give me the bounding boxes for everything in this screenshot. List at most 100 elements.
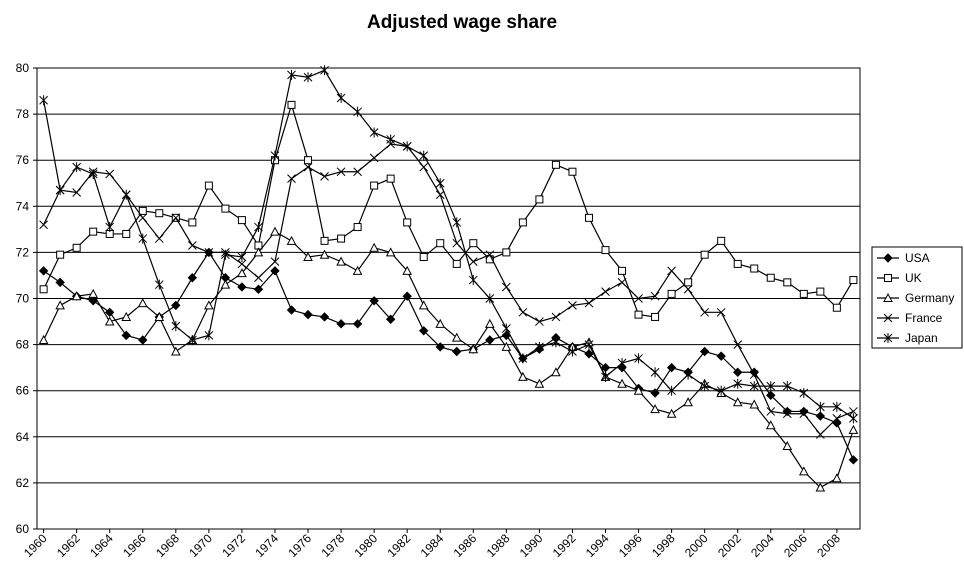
data-point [733, 259, 742, 268]
data-point [452, 259, 461, 268]
x-tick-label: 1984 [418, 531, 447, 560]
data-point [336, 92, 346, 103]
x-tick-label: 1970 [186, 531, 215, 560]
data-point [799, 289, 808, 298]
data-point [221, 249, 230, 260]
data-point [320, 236, 329, 245]
data-point [419, 253, 428, 262]
data-point [171, 321, 181, 332]
data-point [535, 317, 544, 326]
data-point [601, 246, 610, 255]
data-point [337, 234, 346, 243]
data-point [601, 287, 610, 296]
data-point [849, 407, 858, 416]
data-point [385, 247, 396, 257]
data-point [651, 312, 660, 321]
data-point [849, 276, 858, 285]
data-point [815, 411, 826, 421]
data-point [700, 381, 710, 392]
data-point [170, 346, 181, 356]
data-point [121, 189, 131, 200]
x-tick-label: 1992 [550, 531, 579, 560]
data-point [783, 278, 792, 287]
data-point [121, 330, 131, 341]
data-point [319, 249, 330, 259]
x-tick-label: 1978 [318, 531, 347, 560]
data-point [551, 160, 560, 169]
legend-label: UK [905, 271, 922, 285]
data-point [584, 339, 594, 350]
data-point [270, 150, 280, 161]
data-point [287, 100, 296, 109]
data-point [369, 127, 379, 138]
y-tick-label: 78 [16, 107, 30, 121]
data-point [39, 95, 48, 106]
data-point [568, 301, 577, 310]
data-point [105, 222, 115, 233]
y-tick-label: 66 [16, 384, 30, 398]
data-point [716, 307, 726, 317]
y-tick-label: 70 [16, 292, 30, 306]
series-line [43, 102, 854, 318]
data-point [204, 248, 214, 257]
x-tick-label: 1982 [385, 531, 414, 560]
data-point [733, 378, 743, 389]
data-point [370, 181, 379, 190]
data-point [353, 167, 362, 177]
data-point [270, 257, 280, 266]
data-point [237, 252, 247, 263]
data-point [336, 319, 346, 329]
data-point [699, 346, 710, 357]
data-point [816, 287, 825, 296]
data-point [418, 300, 429, 310]
data-point [518, 353, 528, 364]
data-point [419, 326, 429, 336]
data-point [72, 162, 82, 173]
data-point [319, 312, 330, 322]
y-tick-label: 72 [16, 245, 30, 259]
data-point [568, 167, 577, 176]
data-point [617, 358, 627, 369]
x-tick-label: 2008 [814, 531, 843, 560]
data-point [584, 349, 594, 359]
data-point [402, 265, 413, 275]
y-tick-label: 68 [16, 338, 30, 352]
legend-marker [883, 292, 893, 302]
chart-title: Adjusted wage share [367, 12, 557, 33]
data-point [204, 330, 214, 341]
data-point [551, 312, 561, 322]
x-tick-label: 2002 [715, 531, 744, 560]
x-tick-label: 1988 [484, 531, 513, 560]
data-point [700, 250, 709, 259]
data-point [188, 218, 197, 227]
data-point [683, 397, 693, 407]
data-point [650, 367, 660, 378]
data-point [815, 401, 825, 412]
data-point [435, 190, 445, 200]
data-point [749, 381, 759, 392]
data-point [138, 335, 148, 345]
data-point [38, 334, 49, 344]
data-point [204, 181, 213, 190]
y-tick-label: 64 [16, 430, 30, 444]
data-point [39, 220, 48, 230]
x-tick-label: 1990 [517, 531, 546, 560]
x-tick-label: 1966 [120, 531, 149, 560]
x-tick-label: 1986 [451, 531, 480, 560]
data-point [484, 318, 495, 328]
data-point [352, 265, 363, 275]
x-tick-label: 1974 [252, 531, 281, 560]
data-point [452, 217, 462, 228]
data-point [237, 282, 247, 292]
data-point [254, 222, 263, 233]
plot-frame [36, 67, 861, 530]
data-point [287, 69, 296, 80]
data-point [353, 106, 362, 117]
data-point [600, 362, 611, 373]
data-point [88, 288, 99, 298]
x-tick-label: 1964 [87, 531, 116, 560]
data-point [270, 226, 280, 236]
data-point [634, 353, 643, 364]
data-point [286, 305, 297, 315]
legend-label: Germany [905, 291, 954, 305]
